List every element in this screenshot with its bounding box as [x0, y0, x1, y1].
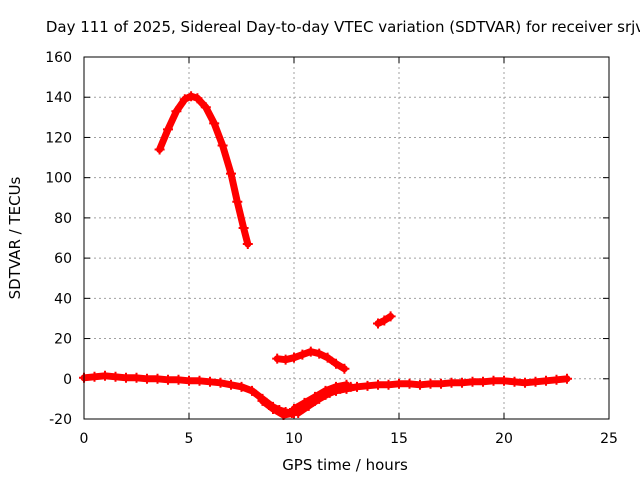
series-arc-lower-3	[257, 395, 310, 420]
data-point	[562, 373, 572, 384]
data-point	[404, 378, 415, 389]
data-point	[362, 380, 373, 391]
data-point	[268, 403, 278, 414]
tick-labels: 0 5 10 15 20 25 -20 0 20 40 60 80 100 120 140 160	[45, 50, 618, 447]
data-point	[373, 318, 383, 329]
data-point	[415, 379, 425, 390]
data-point	[215, 377, 226, 388]
data-point	[242, 239, 253, 250]
data-point	[446, 377, 457, 388]
data-point	[520, 377, 530, 388]
data-point	[551, 374, 562, 385]
x-axis-label: GPS time / hours	[282, 456, 408, 474]
y-tick-label: -20	[49, 412, 72, 428]
data-point	[345, 381, 356, 392]
data-point	[154, 144, 165, 155]
data-point	[289, 407, 299, 418]
data-point	[272, 353, 283, 364]
x-tick-label: 20	[495, 431, 513, 447]
x-tick-label: 25	[600, 431, 618, 447]
data-point	[110, 371, 121, 382]
data-point	[394, 378, 404, 389]
series-arc-short	[373, 311, 396, 329]
data-point	[280, 354, 291, 365]
data-point	[278, 409, 289, 420]
y-tick-label: 40	[54, 291, 72, 307]
data-point	[385, 311, 396, 322]
data-point	[131, 372, 142, 383]
data-point	[425, 378, 436, 389]
data-point	[163, 124, 173, 135]
data-point	[541, 375, 551, 386]
y-tick-label: 80	[54, 211, 72, 227]
data-point	[257, 395, 268, 406]
data-point	[173, 374, 184, 385]
y-tick-label: 60	[54, 251, 72, 267]
data-point	[186, 91, 197, 102]
data-point	[194, 375, 205, 386]
data-point	[121, 372, 131, 383]
plot-frame	[83, 56, 610, 420]
data-point	[530, 376, 541, 387]
data-point	[247, 385, 257, 396]
data-point	[209, 118, 220, 129]
data-point	[324, 387, 335, 398]
data-point	[297, 349, 308, 360]
grid-lines	[83, 56, 610, 420]
x-tick-label: 15	[390, 431, 408, 447]
y-tick-label: 0	[63, 372, 72, 388]
data-point	[499, 375, 509, 386]
data-point	[314, 348, 325, 359]
data-point	[236, 381, 247, 392]
data-point	[383, 379, 394, 390]
data-point	[238, 222, 249, 233]
data-point	[335, 383, 346, 394]
data-point	[373, 379, 383, 390]
data-point	[226, 379, 236, 390]
x-tick-label: 5	[185, 431, 194, 447]
data-point	[331, 358, 341, 369]
data-point	[179, 94, 190, 105]
data-point	[100, 370, 110, 381]
data-point	[299, 401, 310, 412]
data-point	[142, 373, 152, 384]
y-tick-label: 20	[54, 332, 72, 348]
y-tick-label: 120	[45, 130, 72, 146]
data-point	[314, 393, 325, 404]
x-tick-label: 0	[80, 431, 89, 447]
y-axis-label: SDTVAR / TECUs	[6, 176, 24, 299]
x-tick-label: 10	[285, 431, 303, 447]
data-point	[457, 377, 467, 388]
chart-title: Day 111 of 2025, Sidereal Day-to-day VTE…	[46, 18, 640, 36]
series-arc-bump	[272, 346, 350, 374]
data-point	[192, 93, 203, 104]
data-point	[467, 376, 478, 387]
data-point	[205, 376, 215, 387]
data-point	[232, 196, 243, 207]
data-point	[163, 374, 173, 385]
data-series	[79, 91, 572, 420]
data-point	[509, 376, 520, 387]
data-point	[152, 373, 163, 384]
data-point	[226, 168, 236, 179]
series-arc-high	[154, 91, 253, 250]
data-point	[488, 375, 499, 386]
data-point	[322, 352, 333, 363]
data-point	[89, 371, 100, 382]
data-point	[478, 376, 488, 387]
data-point	[379, 315, 390, 326]
data-point	[171, 106, 182, 117]
data-point	[200, 102, 211, 113]
y-tick-label: 140	[45, 90, 72, 106]
y-tick-label: 160	[45, 50, 72, 66]
data-point	[339, 363, 350, 374]
y-tick-label: 100	[45, 171, 72, 187]
data-point	[184, 375, 194, 386]
data-point	[305, 346, 316, 357]
data-point	[217, 140, 228, 151]
data-point	[289, 352, 299, 363]
data-point	[436, 378, 446, 389]
